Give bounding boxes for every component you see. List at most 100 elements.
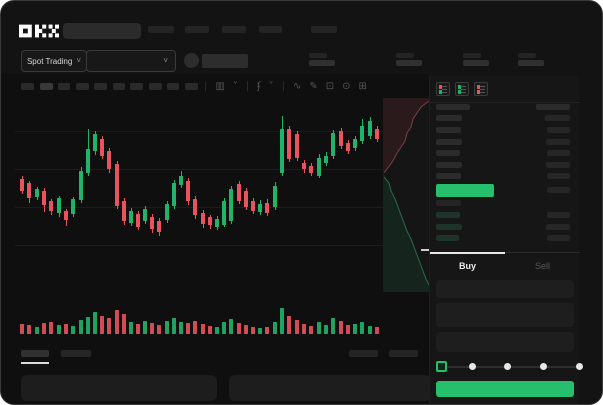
fullscreen-icon[interactable]: ⊞ — [358, 81, 367, 92]
candle-body — [49, 201, 53, 211]
bid-price[interactable] — [436, 224, 462, 230]
candle-body — [317, 158, 321, 176]
bid-price[interactable] — [436, 235, 459, 241]
depth-panel-divider — [383, 98, 384, 292]
ask-amount — [547, 127, 570, 133]
compare-icon[interactable]: ʄ — [257, 81, 261, 92]
amount-slider[interactable] — [441, 363, 583, 370]
nav-item[interactable] — [222, 26, 246, 33]
okx-logo[interactable] — [19, 23, 59, 39]
market-mode-selector[interactable]: Spot Trading ˅ — [21, 50, 87, 72]
buy-button[interactable] — [436, 381, 574, 397]
last-price-badge[interactable] — [436, 184, 494, 197]
chevron-down-icon[interactable]: ˅ — [232, 81, 238, 92]
volume-bar — [122, 314, 126, 334]
volume-bar — [100, 316, 104, 334]
candle-body — [150, 217, 154, 229]
gridline — [15, 207, 383, 208]
volume-bar — [360, 322, 364, 334]
ask-price[interactable] — [436, 150, 460, 156]
tab-sell[interactable]: Sell — [505, 253, 580, 278]
timeframe-button[interactable] — [184, 83, 198, 90]
trade-panel: Buy Sell — [429, 76, 583, 404]
ask-price[interactable] — [436, 127, 461, 133]
timeframe-button[interactable] — [94, 83, 107, 90]
line-style-icon[interactable]: ∿ — [292, 81, 302, 92]
slider-handle[interactable] — [436, 361, 447, 372]
divider — [430, 102, 580, 103]
search-input[interactable] — [63, 23, 141, 39]
orders-tab-option[interactable] — [349, 350, 378, 357]
slider-dot[interactable] — [576, 363, 583, 370]
ask-price[interactable] — [436, 173, 461, 179]
candle-body — [339, 131, 343, 146]
nav-item[interactable] — [311, 26, 337, 33]
timeframe-button[interactable] — [39, 83, 53, 90]
timeframe-button[interactable] — [58, 83, 70, 90]
price-row-amount — [547, 187, 570, 193]
chevron-down-icon[interactable]: ˅ — [268, 81, 274, 92]
indicators-icon[interactable]: ▥ — [215, 81, 225, 92]
candle-body — [57, 198, 61, 213]
volume-bar — [222, 322, 226, 334]
ask-price[interactable] — [436, 139, 462, 145]
candle-body — [375, 129, 379, 139]
slider-dot[interactable] — [540, 363, 547, 370]
candle-body — [172, 183, 176, 206]
timeframe-button[interactable] — [21, 83, 34, 90]
timeframe-button[interactable] — [167, 83, 179, 90]
candle-body — [193, 199, 197, 215]
volume-bar — [237, 323, 241, 334]
ask-price[interactable] — [436, 162, 462, 168]
bid-price[interactable] — [436, 200, 461, 206]
timeframe-button[interactable] — [148, 83, 162, 90]
alert-icon[interactable]: ⊙ — [342, 81, 351, 92]
volume-bar — [172, 318, 176, 334]
volume-bar — [201, 324, 205, 334]
volume-bar — [157, 325, 161, 334]
nav-item[interactable] — [185, 26, 209, 33]
volume-bar — [280, 308, 284, 334]
timeframe-button[interactable] — [75, 83, 89, 90]
volume-bar — [244, 325, 248, 334]
candle-body — [287, 129, 291, 159]
snapshot-icon[interactable]: ⊡ — [325, 81, 335, 92]
nav-item[interactable] — [259, 26, 282, 33]
orderbook-view-all-icon[interactable] — [436, 82, 450, 96]
orders-tab[interactable] — [21, 350, 49, 357]
ask-amount — [546, 139, 570, 145]
volume-bar — [324, 325, 328, 334]
candlestick-chart[interactable] — [15, 97, 430, 347]
stat-label — [518, 53, 536, 58]
draw-icon[interactable]: ✎ — [309, 81, 318, 92]
orderbook-view-asks-icon[interactable] — [474, 82, 488, 96]
pair-selector[interactable]: ˅ — [86, 50, 176, 72]
candle-body — [64, 211, 68, 220]
candle-body — [129, 211, 133, 223]
candle-body — [35, 189, 39, 197]
candle-body — [229, 189, 233, 221]
order-input[interactable] — [436, 332, 574, 352]
ask-price[interactable] — [436, 115, 462, 121]
ask-amount — [546, 162, 570, 168]
bid-price[interactable] — [436, 212, 460, 218]
volume-bar — [258, 328, 262, 334]
timeframe-button[interactable] — [112, 83, 125, 90]
order-input[interactable] — [436, 303, 574, 327]
nav-item[interactable] — [148, 26, 174, 33]
orders-panel — [229, 375, 431, 401]
timeframe-button[interactable] — [130, 83, 143, 90]
volume-bar — [64, 324, 68, 334]
chart-section — [1, 74, 429, 404]
orders-tab-option[interactable] — [389, 350, 418, 357]
orderbook-view-bids-icon[interactable] — [455, 82, 469, 96]
slider-dot[interactable] — [469, 363, 476, 370]
tab-buy[interactable]: Buy — [430, 252, 505, 278]
candle-body — [273, 186, 277, 207]
orders-tab[interactable] — [61, 350, 91, 357]
order-input[interactable] — [436, 280, 574, 298]
volume-bar — [346, 325, 350, 334]
chevron-down-icon: ˅ — [163, 56, 168, 65]
slider-dot[interactable] — [504, 363, 511, 370]
divider: | — [245, 81, 250, 92]
